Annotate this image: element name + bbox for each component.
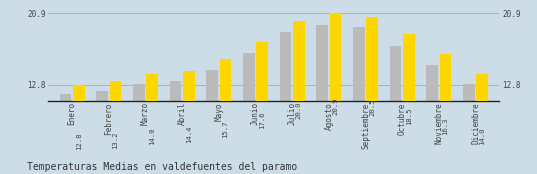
Bar [293, 21, 304, 174]
Text: 20.9: 20.9 [332, 97, 338, 114]
Bar [330, 13, 342, 174]
Text: 20.0: 20.0 [296, 101, 302, 118]
Bar [96, 91, 108, 174]
Text: 13.2: 13.2 [112, 131, 119, 149]
Bar [280, 32, 292, 174]
Text: 15.7: 15.7 [222, 120, 228, 138]
Bar [256, 42, 268, 174]
Text: 16.3: 16.3 [442, 117, 448, 135]
Bar [476, 74, 488, 174]
Bar [133, 84, 145, 174]
Bar [463, 84, 475, 174]
Bar [220, 59, 231, 174]
Bar [403, 34, 415, 174]
Text: 12.8: 12.8 [76, 133, 82, 151]
Text: 17.6: 17.6 [259, 112, 265, 129]
Text: 20.5: 20.5 [369, 99, 375, 116]
Bar [146, 74, 158, 174]
Text: Temperaturas Medias en valdefuentes del paramo: Temperaturas Medias en valdefuentes del … [27, 162, 297, 172]
Bar [426, 65, 438, 174]
Text: 14.0: 14.0 [149, 128, 155, 145]
Bar [73, 85, 85, 174]
Text: 14.4: 14.4 [186, 126, 192, 143]
Text: 18.5: 18.5 [406, 108, 412, 125]
Text: 14.0: 14.0 [479, 128, 485, 145]
Bar [110, 81, 121, 174]
Bar [316, 25, 328, 174]
Bar [170, 81, 182, 174]
Bar [440, 54, 452, 174]
Bar [183, 71, 194, 174]
Bar [353, 27, 365, 174]
Bar [60, 94, 71, 174]
Bar [243, 53, 255, 174]
Bar [390, 46, 402, 174]
Bar [366, 17, 378, 174]
Bar [206, 70, 218, 174]
